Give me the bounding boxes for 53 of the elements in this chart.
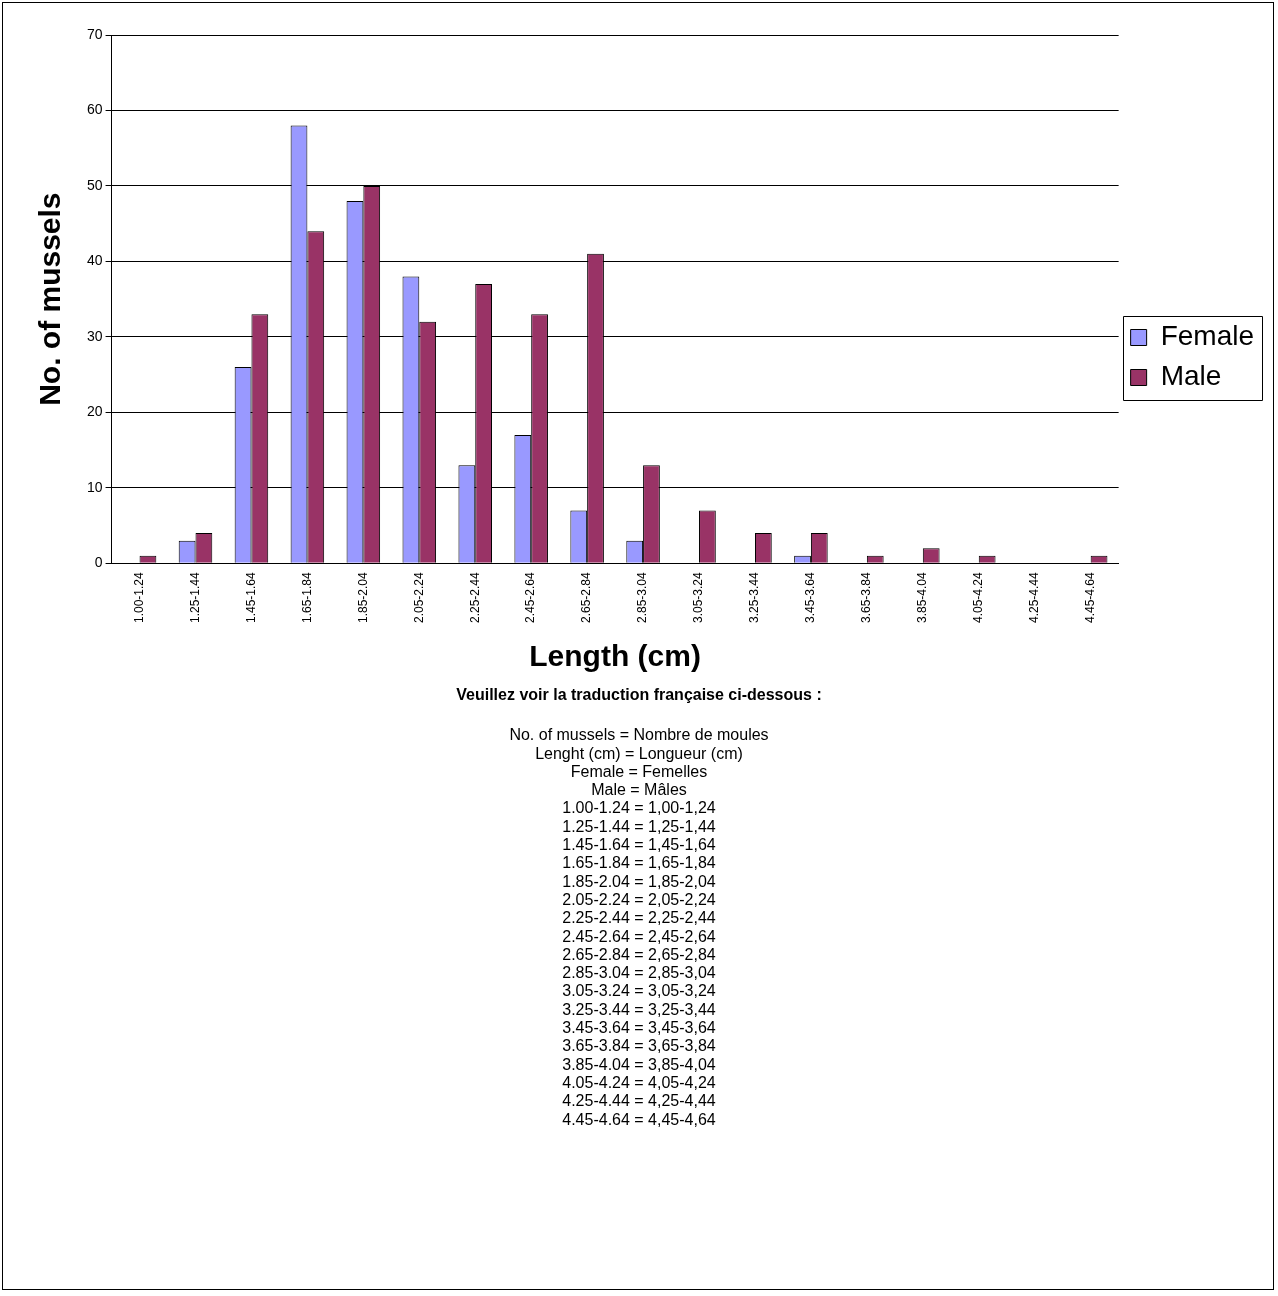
x-tick-label: 2.05-2.24: [411, 571, 426, 624]
text: 2.25-2.44 = 2,25-2,44: [561, 909, 717, 928]
text: 1.65-1.84 = 1,65-1,84: [561, 854, 717, 873]
text: Veuillez voir la traduction française ci-dessous :: [455, 686, 823, 705]
x-tick-label: 4.05-4.24: [971, 571, 986, 624]
text: 3.05-3.24 = 3,05-3,24: [561, 982, 717, 1001]
text: 1.85-2.04 = 1,85-2,04: [561, 872, 717, 891]
text: Lenght (cm) = Longueur (cm): [534, 744, 744, 763]
legend-label: Male: [1160, 360, 1222, 392]
text: 2.05-2.24 = 2,05-2,24: [561, 890, 717, 910]
y-tick-label: 0: [94, 554, 103, 571]
x-tick-label: 1.65-1.84: [299, 571, 314, 624]
x-tick-label: 1.85-2.04: [355, 571, 370, 624]
text: 2.65-2.84 = 2,65-2,84: [561, 945, 717, 965]
text: 4.25-4.44 = 4,25-4,44: [561, 1092, 717, 1111]
x-tick-label: 4.25-4.44: [1027, 571, 1042, 624]
y-tick-label: 10: [86, 478, 103, 495]
x-axis-title: Length (cm): [529, 639, 701, 673]
text: 3.65-3.84 = 3,65-3,84: [561, 1037, 717, 1056]
text: 3.25-3.44 = 3,25-3,44: [561, 1000, 717, 1020]
text: 2.45-2.64 = 2,45-2,64: [561, 927, 717, 946]
y-axis-title: No. of mussels: [33, 192, 67, 406]
legend-label: Female: [1160, 320, 1255, 352]
text: 4.05-4.24 = 4,05-4,24: [561, 1073, 717, 1093]
x-tick-label: 4.45-4.64: [1082, 571, 1097, 624]
y-tick-label: 70: [86, 25, 103, 42]
x-tick-label: 3.05-3.24: [691, 571, 706, 624]
text: 2.85-3.04 = 2,85-3,04: [561, 964, 717, 983]
text: 3.85-4.04 = 3,85-4,04: [561, 1055, 717, 1074]
text: 1.00-1.24 = 1,00-1,24: [561, 799, 717, 818]
x-tick-label: 2.85-3.04: [635, 571, 650, 624]
x-tick-label: 3.85-4.04: [915, 571, 930, 624]
y-tick-label: 50: [86, 176, 103, 193]
text: 1.45-1.64 = 1,45-1,64: [561, 836, 717, 855]
x-tick-label: 1.45-1.64: [243, 571, 258, 624]
x-tick-label: 2.25-2.44: [467, 571, 482, 624]
y-tick-label: 60: [86, 101, 103, 118]
text: 1.25-1.44 = 1,25-1,44: [561, 817, 717, 837]
text: Female = Femelles: [569, 762, 709, 782]
text: No. of mussels = Nombre de moules: [508, 726, 770, 745]
text: 4.45-4.64 = 4,45-4,64: [561, 1110, 717, 1129]
y-tick-label: 40: [86, 252, 103, 269]
x-tick-label: 1.00-1.24: [131, 571, 146, 624]
x-tick-label: 2.45-2.64: [523, 571, 538, 624]
x-tick-label: 2.65-2.84: [579, 571, 594, 624]
x-tick-label: 1.25-1.44: [187, 571, 202, 624]
text: Male = Mâles: [590, 781, 688, 800]
y-tick-label: 20: [86, 403, 103, 420]
x-tick-label: 3.45-3.64: [803, 571, 818, 624]
x-tick-label: 3.25-3.44: [747, 571, 762, 624]
text: 3.45-3.64 = 3,45-3,64: [561, 1019, 717, 1038]
y-tick-label: 30: [86, 327, 103, 344]
x-tick-label: 3.65-3.84: [859, 571, 874, 624]
